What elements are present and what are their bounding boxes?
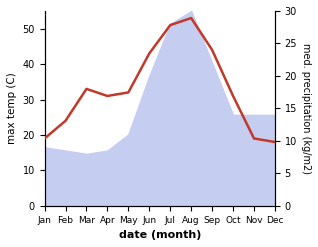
X-axis label: date (month): date (month) — [119, 230, 201, 240]
Y-axis label: max temp (C): max temp (C) — [7, 72, 17, 144]
Y-axis label: med. precipitation (kg/m2): med. precipitation (kg/m2) — [301, 43, 311, 174]
